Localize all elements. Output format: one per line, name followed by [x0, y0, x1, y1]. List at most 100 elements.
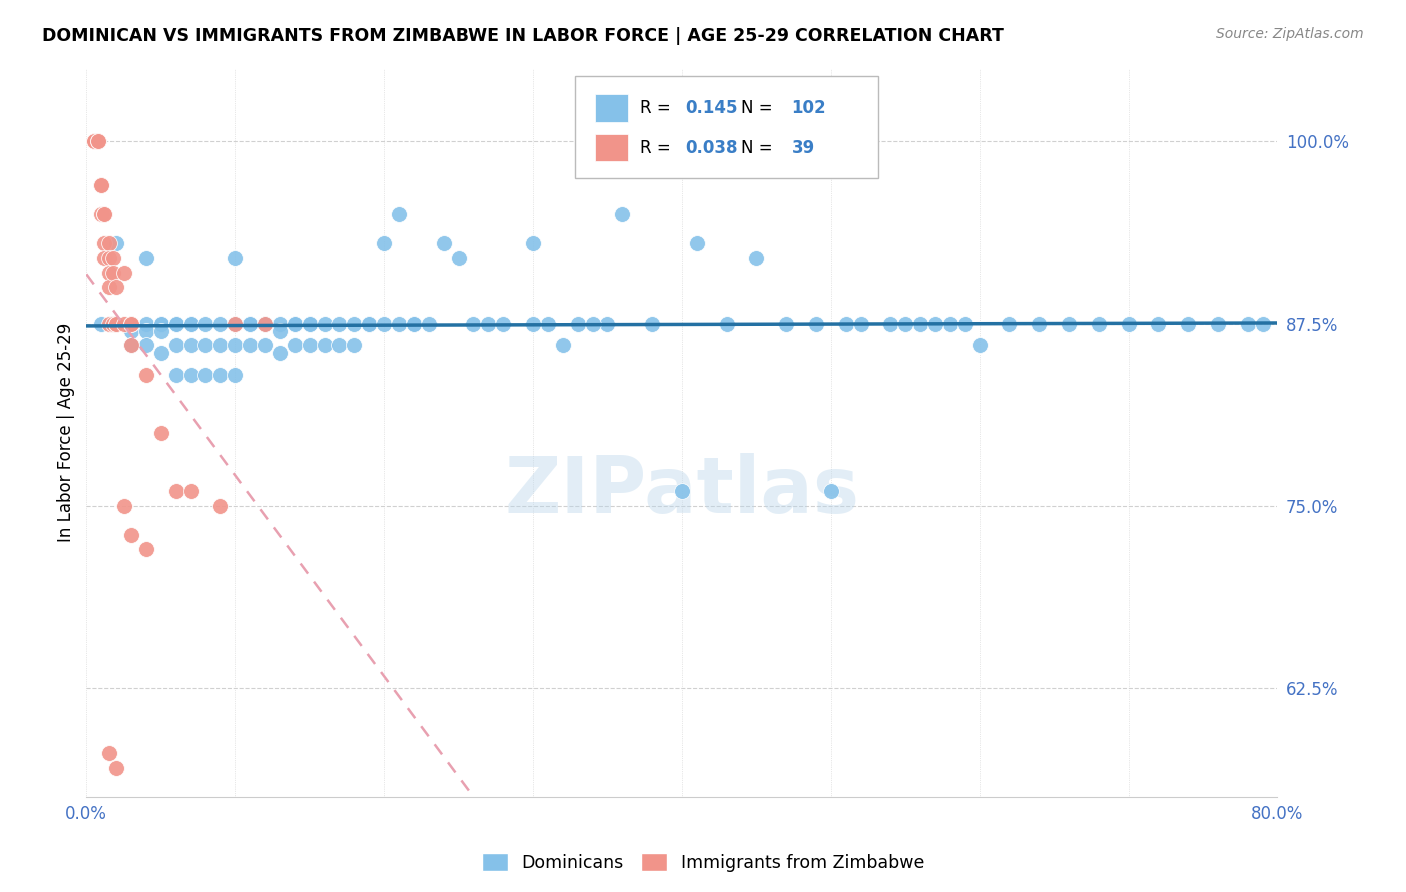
Point — [463, 317, 485, 331]
Point — [112, 499, 135, 513]
FancyBboxPatch shape — [575, 76, 879, 178]
Point — [567, 317, 589, 331]
Point — [87, 135, 110, 149]
Point — [343, 317, 366, 331]
Point — [537, 317, 560, 331]
Point — [671, 484, 693, 499]
Point — [93, 236, 115, 251]
Point — [686, 236, 709, 251]
Point — [849, 317, 872, 331]
Point — [194, 368, 217, 382]
Point — [149, 324, 172, 338]
Point — [93, 207, 115, 221]
Point — [284, 317, 307, 331]
Point — [120, 324, 142, 338]
Point — [120, 317, 142, 331]
Point — [820, 484, 842, 499]
Point — [269, 345, 291, 359]
Point — [284, 338, 307, 352]
Point — [998, 317, 1021, 331]
Point — [180, 338, 202, 352]
Point — [135, 368, 157, 382]
Point — [180, 368, 202, 382]
Point — [253, 317, 276, 331]
Point — [477, 317, 499, 331]
Point — [1236, 317, 1258, 331]
Point — [522, 236, 544, 251]
Point — [388, 207, 411, 221]
Point — [120, 528, 142, 542]
Point — [343, 338, 366, 352]
Point — [105, 280, 128, 294]
Point — [135, 251, 157, 265]
Text: 0.038: 0.038 — [686, 138, 738, 157]
Point — [359, 317, 381, 331]
Point — [402, 317, 425, 331]
Point — [135, 338, 157, 352]
Point — [775, 317, 797, 331]
Text: 0.145: 0.145 — [686, 99, 738, 117]
Point — [716, 317, 738, 331]
Point — [93, 251, 115, 265]
Point — [97, 251, 120, 265]
Point — [224, 251, 246, 265]
Point — [97, 747, 120, 761]
Point — [165, 317, 187, 331]
Point — [120, 317, 142, 331]
Point — [328, 338, 350, 352]
Point — [924, 317, 946, 331]
Point — [194, 338, 217, 352]
Point — [101, 266, 124, 280]
Point — [447, 251, 470, 265]
Point — [165, 484, 187, 499]
Point — [120, 317, 142, 331]
Bar — [595, 134, 628, 161]
Point — [97, 280, 120, 294]
Point — [284, 317, 307, 331]
Point — [135, 542, 157, 557]
Point — [87, 135, 110, 149]
Point — [581, 317, 603, 331]
Point — [373, 236, 395, 251]
Point — [120, 338, 142, 352]
Point — [105, 236, 128, 251]
Point — [90, 178, 112, 193]
Point — [551, 338, 574, 352]
Point — [149, 317, 172, 331]
Point — [522, 317, 544, 331]
Text: N =: N = — [741, 138, 779, 157]
Point — [239, 317, 262, 331]
Point — [359, 317, 381, 331]
Point — [105, 761, 128, 775]
Point — [894, 317, 917, 331]
Point — [388, 317, 411, 331]
Point — [149, 345, 172, 359]
Point — [105, 317, 128, 331]
Point — [1057, 317, 1080, 331]
Point — [269, 317, 291, 331]
Point — [269, 324, 291, 338]
Point — [1206, 317, 1229, 331]
Text: N =: N = — [741, 99, 779, 117]
Point — [969, 338, 991, 352]
Point — [97, 317, 120, 331]
Point — [90, 317, 112, 331]
Point — [135, 324, 157, 338]
Point — [314, 338, 336, 352]
Point — [149, 425, 172, 440]
Point — [224, 317, 246, 331]
Point — [194, 317, 217, 331]
Point — [834, 317, 856, 331]
Point — [596, 317, 619, 331]
Point — [165, 317, 187, 331]
Point — [402, 317, 425, 331]
Point — [939, 317, 962, 331]
Text: R =: R = — [640, 99, 676, 117]
Point — [373, 317, 395, 331]
Point — [120, 338, 142, 352]
Point — [83, 135, 105, 149]
Point — [209, 368, 232, 382]
Point — [298, 338, 321, 352]
Point — [908, 317, 931, 331]
Point — [433, 236, 456, 251]
